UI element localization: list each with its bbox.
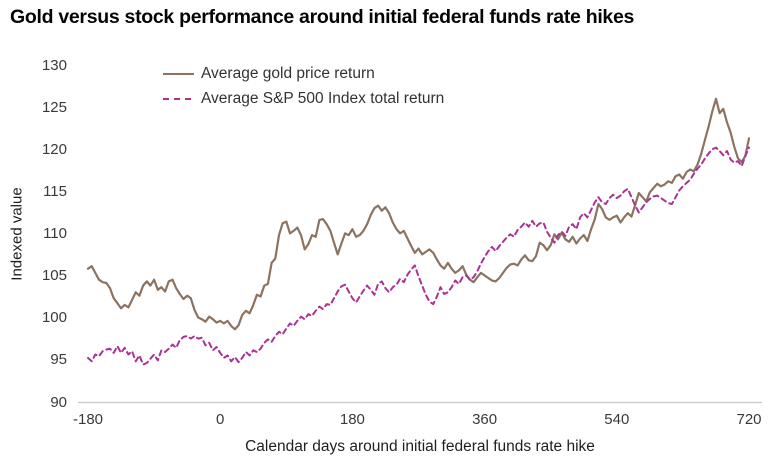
y-tick-label-90: 90	[50, 393, 67, 411]
legend-label-sp500: Average S&P 500 Index total return	[201, 89, 445, 107]
legend-label-gold: Average gold price return	[201, 64, 375, 82]
legend-item-sp500: Average S&P 500 Index total return	[163, 86, 444, 111]
sp500-line-swatch	[163, 97, 194, 100]
y-tick-label-100: 100	[41, 309, 67, 327]
y-tick-label-95: 95	[50, 351, 67, 369]
legend: Average gold price return Average S&P 50…	[163, 61, 444, 111]
x-axis-title: Calendar days around initial federal fun…	[245, 438, 595, 455]
y-tick-label-115: 115	[43, 183, 67, 201]
chart-title: Gold versus stock performance around ini…	[10, 6, 635, 28]
y-tick-label-120: 120	[41, 141, 67, 159]
x-tick-label-180: 180	[339, 411, 365, 428]
y-tick-label-125: 125	[41, 99, 67, 117]
x-tick-label--180: -180	[72, 411, 104, 428]
x-tick-label-360: 360	[472, 411, 498, 428]
x-tick-label-540: 540	[604, 411, 630, 428]
x-tick-label-720: 720	[736, 411, 762, 428]
y-tick-label-130: 130	[41, 57, 67, 74]
gold-line-swatch	[163, 72, 194, 75]
legend-item-gold: Average gold price return	[163, 61, 444, 86]
y-tick-label-110: 110	[43, 225, 67, 243]
y-tick-label-105: 105	[41, 267, 67, 285]
x-tick-label-0: 0	[216, 411, 225, 428]
sp500-line	[87, 146, 750, 366]
gold-line	[86, 97, 751, 331]
